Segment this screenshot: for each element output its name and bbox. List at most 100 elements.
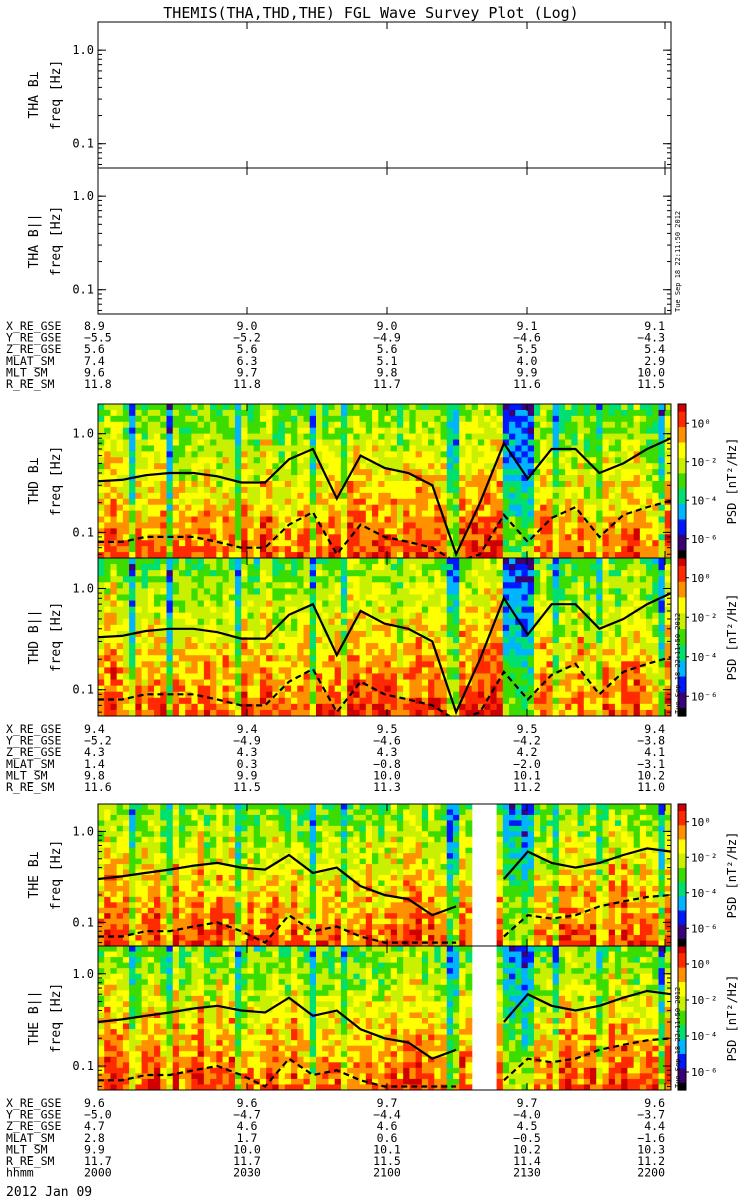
heatmap-cell: [141, 540, 149, 547]
heatmap-cell: [334, 528, 342, 535]
heatmap-cell: [415, 570, 423, 577]
heatmap-cell: [465, 618, 473, 626]
heatmap-cell: [390, 534, 398, 541]
heatmap-cell: [639, 667, 647, 675]
heatmap-cell: [98, 475, 105, 482]
heatmap-cell: [465, 540, 473, 547]
heatmap-cell: [110, 475, 118, 482]
heatmap-cell: [104, 679, 112, 687]
heatmap-cell: [185, 445, 193, 452]
heatmap-cell: [172, 691, 180, 699]
heatmap-cell: [540, 469, 548, 476]
heatmap-cell: [415, 439, 423, 447]
heatmap-cell: [278, 451, 286, 458]
heatmap-cell: [502, 552, 510, 558]
heatmap-cell: [347, 522, 354, 529]
heatmap-cell: [278, 534, 286, 541]
heatmap-cell: [633, 691, 641, 699]
heatmap-cell: [291, 475, 298, 482]
heatmap-cell: [446, 409, 454, 417]
heatmap-cell: [652, 534, 660, 541]
heatmap-cell: [203, 421, 211, 429]
heatmap-cell: [446, 427, 454, 435]
heatmap-cell: [110, 703, 118, 711]
heatmap-cell: [284, 655, 292, 662]
heatmap-cell: [328, 624, 336, 632]
heatmap-cell: [509, 618, 516, 626]
heatmap-cell: [160, 685, 168, 693]
heatmap-cell: [347, 685, 354, 693]
heatmap-cell: [116, 439, 124, 447]
heatmap-cell: [621, 709, 628, 716]
heatmap-cell: [552, 522, 560, 529]
heatmap-cell: [359, 643, 367, 650]
heatmap-cell: [347, 546, 354, 553]
heatmap-cell: [247, 421, 255, 429]
heatmap-cell: [359, 661, 367, 668]
heatmap-cell: [658, 673, 666, 681]
heatmap-cell: [546, 546, 554, 553]
heatmap-cell: [465, 624, 473, 632]
heatmap-cell: [110, 661, 118, 668]
heatmap-cell: [185, 606, 193, 614]
heatmap-cell: [222, 679, 230, 687]
heatmap-cell: [471, 492, 479, 500]
heatmap-cell: [459, 667, 467, 675]
heatmap-cell: [565, 594, 572, 602]
heatmap-cell: [340, 624, 348, 632]
heatmap-cell: [403, 421, 411, 429]
heatmap-cell: [315, 409, 323, 417]
heatmap-cell: [98, 709, 105, 716]
heatmap-cell: [396, 588, 404, 596]
heatmap-cell: [415, 409, 423, 417]
heatmap-cell: [621, 475, 628, 482]
heatmap-cell: [403, 570, 411, 577]
heatmap-cell: [241, 697, 249, 705]
heatmap-cell: [583, 630, 591, 638]
heatmap-cell: [646, 667, 653, 675]
heatmap-cell: [652, 624, 660, 632]
heatmap-cell: [384, 685, 392, 693]
heatmap-cell: [409, 564, 417, 571]
heatmap-cell: [571, 457, 579, 464]
heatmap-cell: [390, 630, 398, 638]
heatmap-cell: [390, 498, 398, 506]
heatmap-cell: [172, 564, 180, 571]
heatmap-cell: [646, 643, 653, 650]
heatmap-cell: [465, 415, 473, 423]
heatmap-cell: [409, 457, 417, 464]
heatmap-cell: [596, 594, 604, 602]
heatmap-cell: [496, 600, 504, 608]
heatmap-cell: [322, 649, 330, 656]
heatmap-cell: [160, 534, 168, 541]
heatmap-cell: [129, 691, 136, 699]
heatmap-cell: [353, 415, 361, 423]
heatmap-cell: [154, 643, 161, 650]
heatmap-cell: [197, 667, 205, 675]
heatmap-cell: [502, 439, 510, 447]
heatmap-cell: [178, 582, 186, 589]
heatmap-cell: [403, 409, 411, 417]
heatmap-cell: [577, 630, 585, 638]
heatmap-cell: [415, 451, 423, 458]
heatmap-cell: [546, 558, 554, 565]
heatmap-cell: [291, 709, 298, 716]
heatmap-cell: [434, 451, 442, 458]
heatmap-cell: [384, 469, 392, 476]
heatmap-cell: [403, 415, 411, 423]
heatmap-cell: [477, 552, 485, 558]
heatmap-cell: [658, 469, 666, 476]
heatmap-cell: [409, 600, 417, 608]
heatmap-cell: [347, 481, 354, 488]
heatmap-cell: [197, 582, 205, 589]
heatmap-cell: [396, 552, 404, 558]
heatmap-cell: [490, 703, 498, 711]
heatmap-cell: [154, 486, 161, 494]
heatmap-cell: [228, 486, 236, 494]
heatmap-cell: [415, 445, 423, 452]
heatmap-cell: [235, 637, 242, 644]
heatmap-cell: [415, 667, 423, 675]
heatmap-cell: [235, 667, 242, 675]
heatmap-cell: [596, 445, 604, 452]
heatmap-cell: [98, 469, 105, 476]
